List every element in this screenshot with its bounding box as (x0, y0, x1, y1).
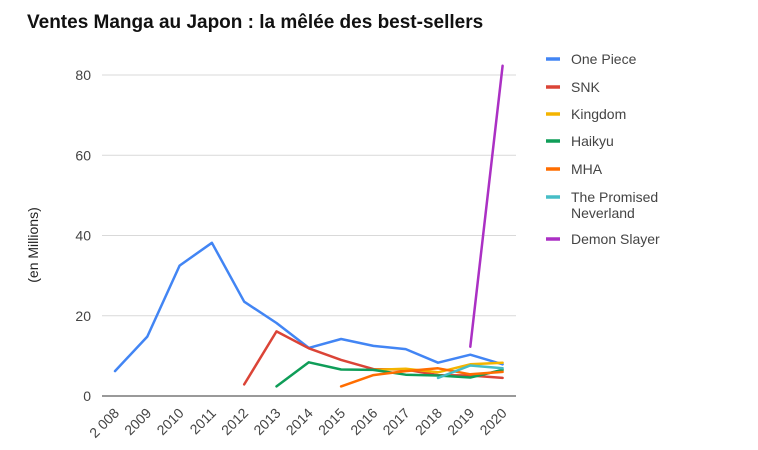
y-tick-label-20: 20 (75, 308, 91, 324)
x-tick-label-2008: 2 008 (86, 405, 122, 441)
legend: One Piece SNK Kingdom Haikyu MHA The Promised… (546, 51, 660, 247)
x-tick-label-2019: 2019 (444, 405, 477, 438)
y-tick-label-60: 60 (75, 147, 91, 163)
legend-label-3: Haikyu (571, 133, 614, 149)
series-line-4 (339, 367, 504, 388)
y-tick-label-40: 40 (75, 228, 91, 244)
series-line-6 (469, 64, 504, 348)
legend-label-6: Demon Slayer (571, 231, 660, 247)
x-tick-label-2018: 2018 (412, 405, 445, 438)
x-tick-label-2012: 2012 (218, 405, 251, 438)
x-tick-label-2015: 2015 (315, 405, 348, 438)
x-tick-label-2013: 2013 (250, 405, 283, 438)
x-tick-label-2009: 2009 (121, 405, 154, 438)
series-line-2 (372, 361, 504, 374)
y-axis-ticks: 0 20 40 60 80 (75, 67, 91, 404)
y-tick-label-80: 80 (75, 67, 91, 83)
chart-title: Ventes Manga au Japon : la mêlée des bes… (27, 12, 484, 33)
legend-label-5: Neverland (571, 205, 635, 221)
x-tick-label-2017: 2017 (379, 405, 412, 438)
series-line-5 (436, 364, 504, 380)
legend-label-2: Kingdom (571, 106, 626, 122)
y-tick-label-0: 0 (83, 388, 91, 404)
series-line-0 (113, 241, 504, 373)
grid-lines (102, 74, 516, 397)
x-tick-label-2020: 2020 (476, 405, 509, 438)
legend-label-5: The Promised (571, 189, 658, 205)
series-lines (113, 64, 504, 388)
x-tick-label-2016: 2016 (347, 405, 380, 438)
y-axis-title: (en Millions) (25, 207, 41, 282)
x-tick-label-2010: 2010 (153, 405, 186, 438)
x-tick-label-2014: 2014 (283, 405, 316, 438)
legend-label-4: MHA (571, 161, 603, 177)
legend-label-0: One Piece (571, 51, 637, 67)
legend-label-1: SNK (571, 79, 600, 95)
x-tick-label-2011: 2011 (186, 405, 219, 438)
